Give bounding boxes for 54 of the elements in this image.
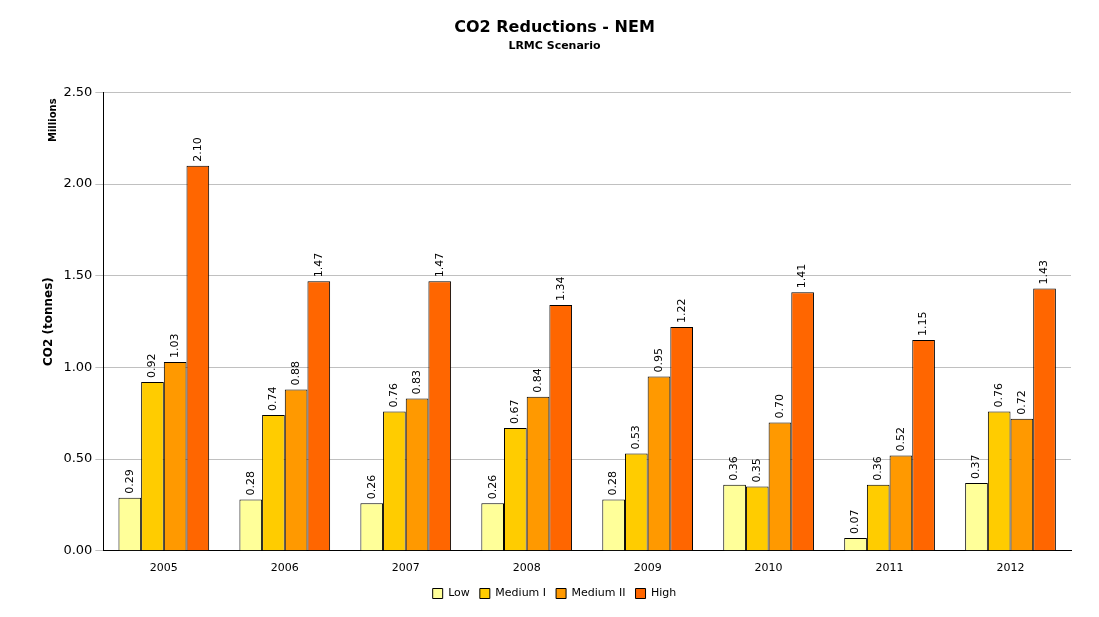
data-label: 1.41 xyxy=(795,263,809,289)
data-label: 0.36 xyxy=(871,456,885,481)
x-tick-label: 2008 xyxy=(512,561,541,575)
data-label: 1.22 xyxy=(674,298,688,324)
data-label: 0.26 xyxy=(364,474,378,500)
data-label: 1.47 xyxy=(432,252,446,278)
x-tick-label: 2005 xyxy=(149,561,178,575)
y-tick-label: 2.00 xyxy=(63,175,93,191)
data-label: 0.29 xyxy=(122,469,136,494)
y-tick-label: 1.00 xyxy=(63,358,93,374)
data-label: 0.72 xyxy=(1014,390,1028,415)
data-label: 0.83 xyxy=(409,370,423,395)
data-label: 0.35 xyxy=(750,458,764,483)
data-label: 0.07 xyxy=(848,509,862,534)
chart-subtitle: LRMC Scenario xyxy=(508,38,602,52)
data-label: 0.67 xyxy=(508,399,522,424)
x-tick-label: 2006 xyxy=(270,561,299,575)
data-label: 0.76 xyxy=(992,382,1006,408)
data-label: 1.15 xyxy=(916,311,930,336)
data-label: 1.43 xyxy=(1037,260,1051,285)
legend-label: Medium II xyxy=(571,586,626,600)
y-tick-label: 0.00 xyxy=(63,542,93,558)
data-label: 0.95 xyxy=(651,348,665,373)
data-label: 0.36 xyxy=(727,456,741,481)
legend-label: High xyxy=(651,586,677,600)
x-tick-label: 2012 xyxy=(996,561,1025,575)
data-label: 0.84 xyxy=(530,368,544,393)
x-tick-label: 2011 xyxy=(875,561,904,575)
y-axis-title: CO2 (tonnes) xyxy=(41,277,56,367)
data-label: 0.88 xyxy=(288,360,302,386)
data-label: 0.53 xyxy=(629,425,643,450)
text: Millions xyxy=(46,98,58,143)
y-tick-label: 2.50 xyxy=(63,83,93,99)
y-tick-label: 0.50 xyxy=(63,450,93,466)
data-label: 0.52 xyxy=(893,426,907,452)
data-label: 0.28 xyxy=(606,470,620,496)
x-tick-label: 2010 xyxy=(754,561,783,575)
data-label: 1.34 xyxy=(553,276,567,302)
data-label: 1.47 xyxy=(311,252,325,278)
legend-label: Low xyxy=(448,586,470,600)
data-label: 0.92 xyxy=(145,353,159,379)
y-tick-label: 1.50 xyxy=(63,267,93,283)
data-label: 0.37 xyxy=(969,454,983,479)
data-label: 2.10 xyxy=(190,137,204,162)
data-label: 0.74 xyxy=(266,386,280,412)
data-label: 0.28 xyxy=(243,470,257,496)
data-label: 0.76 xyxy=(387,382,401,408)
legend-label: Medium I xyxy=(495,586,547,600)
data-label: 0.70 xyxy=(772,393,786,419)
chart-title: CO2 Reductions - NEM xyxy=(454,16,655,36)
data-label: 1.03 xyxy=(168,333,182,358)
x-tick-label: 2007 xyxy=(391,561,420,575)
data-label: 0.26 xyxy=(485,474,499,500)
x-tick-label: 2009 xyxy=(633,561,662,575)
